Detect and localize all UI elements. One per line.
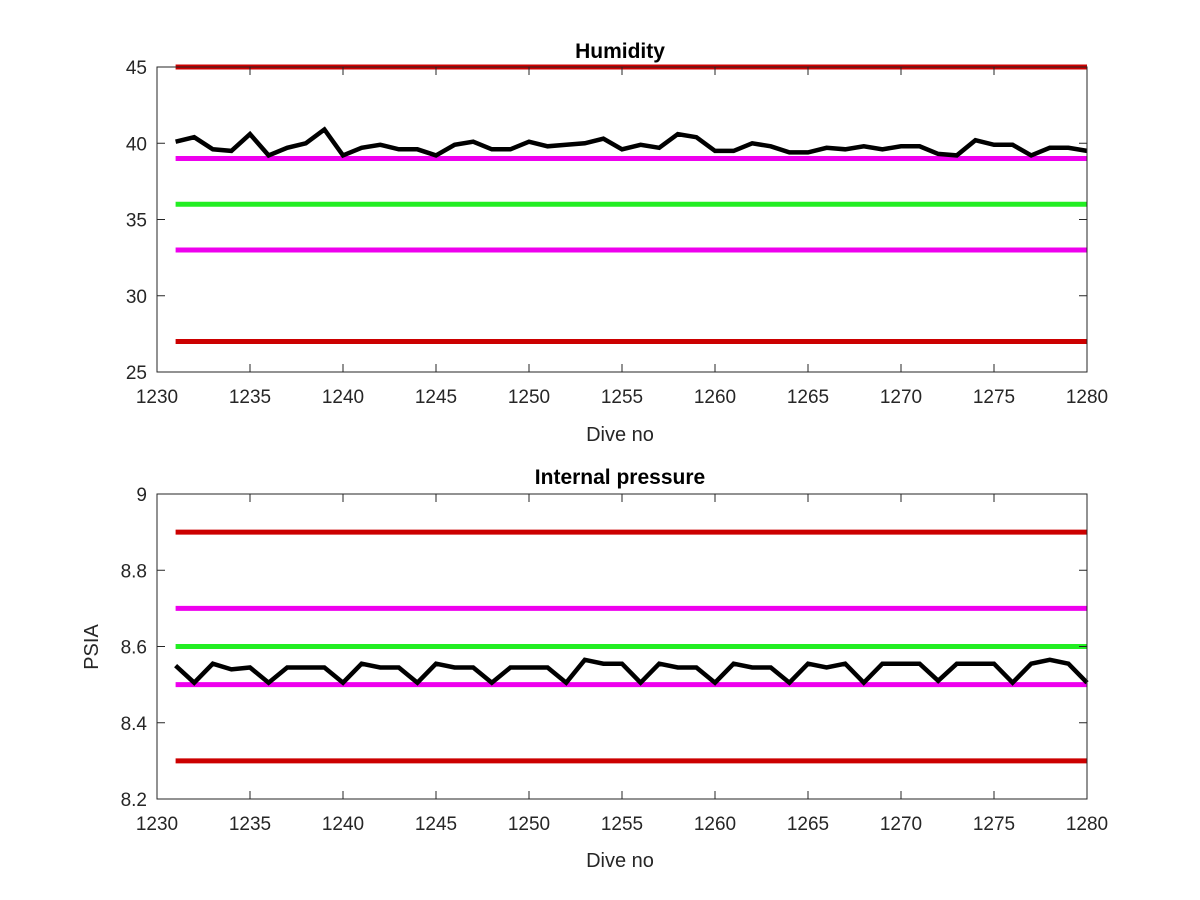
humidity-x-tick-label: 1245 [415, 387, 457, 408]
humidity-series-line [175, 126, 1088, 159]
humidity-x-tick-label: 1280 [1066, 387, 1108, 408]
internal-pressure-x-tick-label: 1270 [880, 814, 922, 835]
internal-pressure-y-tick-label: 8.6 [121, 638, 147, 659]
humidity-axes-background [157, 67, 1087, 372]
internal-pressure-x-tick-label: 1250 [508, 814, 550, 835]
humidity-x-axis-label: Dive no [586, 424, 654, 446]
internal-pressure-y-tick-label: 8.4 [121, 714, 148, 735]
internal-pressure-x-tick-label: 1245 [415, 814, 457, 835]
humidity-y-tick-label: 25 [126, 363, 147, 384]
internal-pressure-x-tick-label: 1230 [136, 814, 178, 835]
internal-pressure-y-tick-label: 8.2 [121, 790, 147, 811]
internal-pressure-y-tick-label: 9 [136, 485, 147, 506]
internal-pressure-panel: Internal pressure 1230 1235 1240 1245 1250 12… [81, 466, 1108, 872]
humidity-x-tick-label: 1230 [136, 387, 178, 408]
humidity-plot-area: 1230 1235 1240 1245 1250 1255 1260 1265 1270 1275… [126, 58, 1108, 408]
humidity-y-tick-label: 35 [126, 211, 147, 232]
internal-pressure-x-tick-label: 1260 [694, 814, 736, 835]
humidity-x-tick-label: 1265 [787, 387, 829, 408]
humidity-x-tick-label: 1255 [601, 387, 643, 408]
humidity-x-tick-label: 1240 [322, 387, 364, 408]
humidity-x-tick-label: 1250 [508, 387, 550, 408]
humidity-x-tick-label: 1270 [880, 387, 922, 408]
internal-pressure-x-tick-label: 1275 [973, 814, 1015, 835]
humidity-x-tick-label: 1275 [973, 387, 1015, 408]
internal-pressure-y-tick-label: 8.8 [121, 561, 147, 582]
internal-pressure-x-tick-label: 1280 [1066, 814, 1108, 835]
internal-pressure-x-tick-label: 1240 [322, 814, 364, 835]
internal-pressure-x-tick-label: 1255 [601, 814, 643, 835]
humidity-y-tick-label: 45 [126, 58, 147, 79]
internal-pressure-x-tick-label: 1235 [229, 814, 271, 835]
humidity-y-tick-label: 30 [126, 287, 147, 308]
internal-pressure-series-line [174, 657, 1089, 686]
humidity-y-tick-label: 40 [126, 134, 147, 155]
internal-pressure-x-axis-label: Dive no [586, 850, 654, 872]
humidity-title: Humidity [575, 40, 665, 63]
humidity-x-tick-label: 1235 [229, 387, 271, 408]
humidity-panel: Humidity 1230 1235 1240 1245 1250 1255 1260 126… [126, 40, 1108, 446]
internal-pressure-plot-area: 1230 1235 1240 1245 1250 1255 1260 1265 1270 1275… [121, 485, 1109, 835]
humidity-x-tick-label: 1260 [694, 387, 736, 408]
internal-pressure-y-axis-label: PSIA [81, 624, 103, 670]
internal-pressure-x-tick-label: 1265 [787, 814, 829, 835]
internal-pressure-title: Internal pressure [535, 466, 705, 489]
